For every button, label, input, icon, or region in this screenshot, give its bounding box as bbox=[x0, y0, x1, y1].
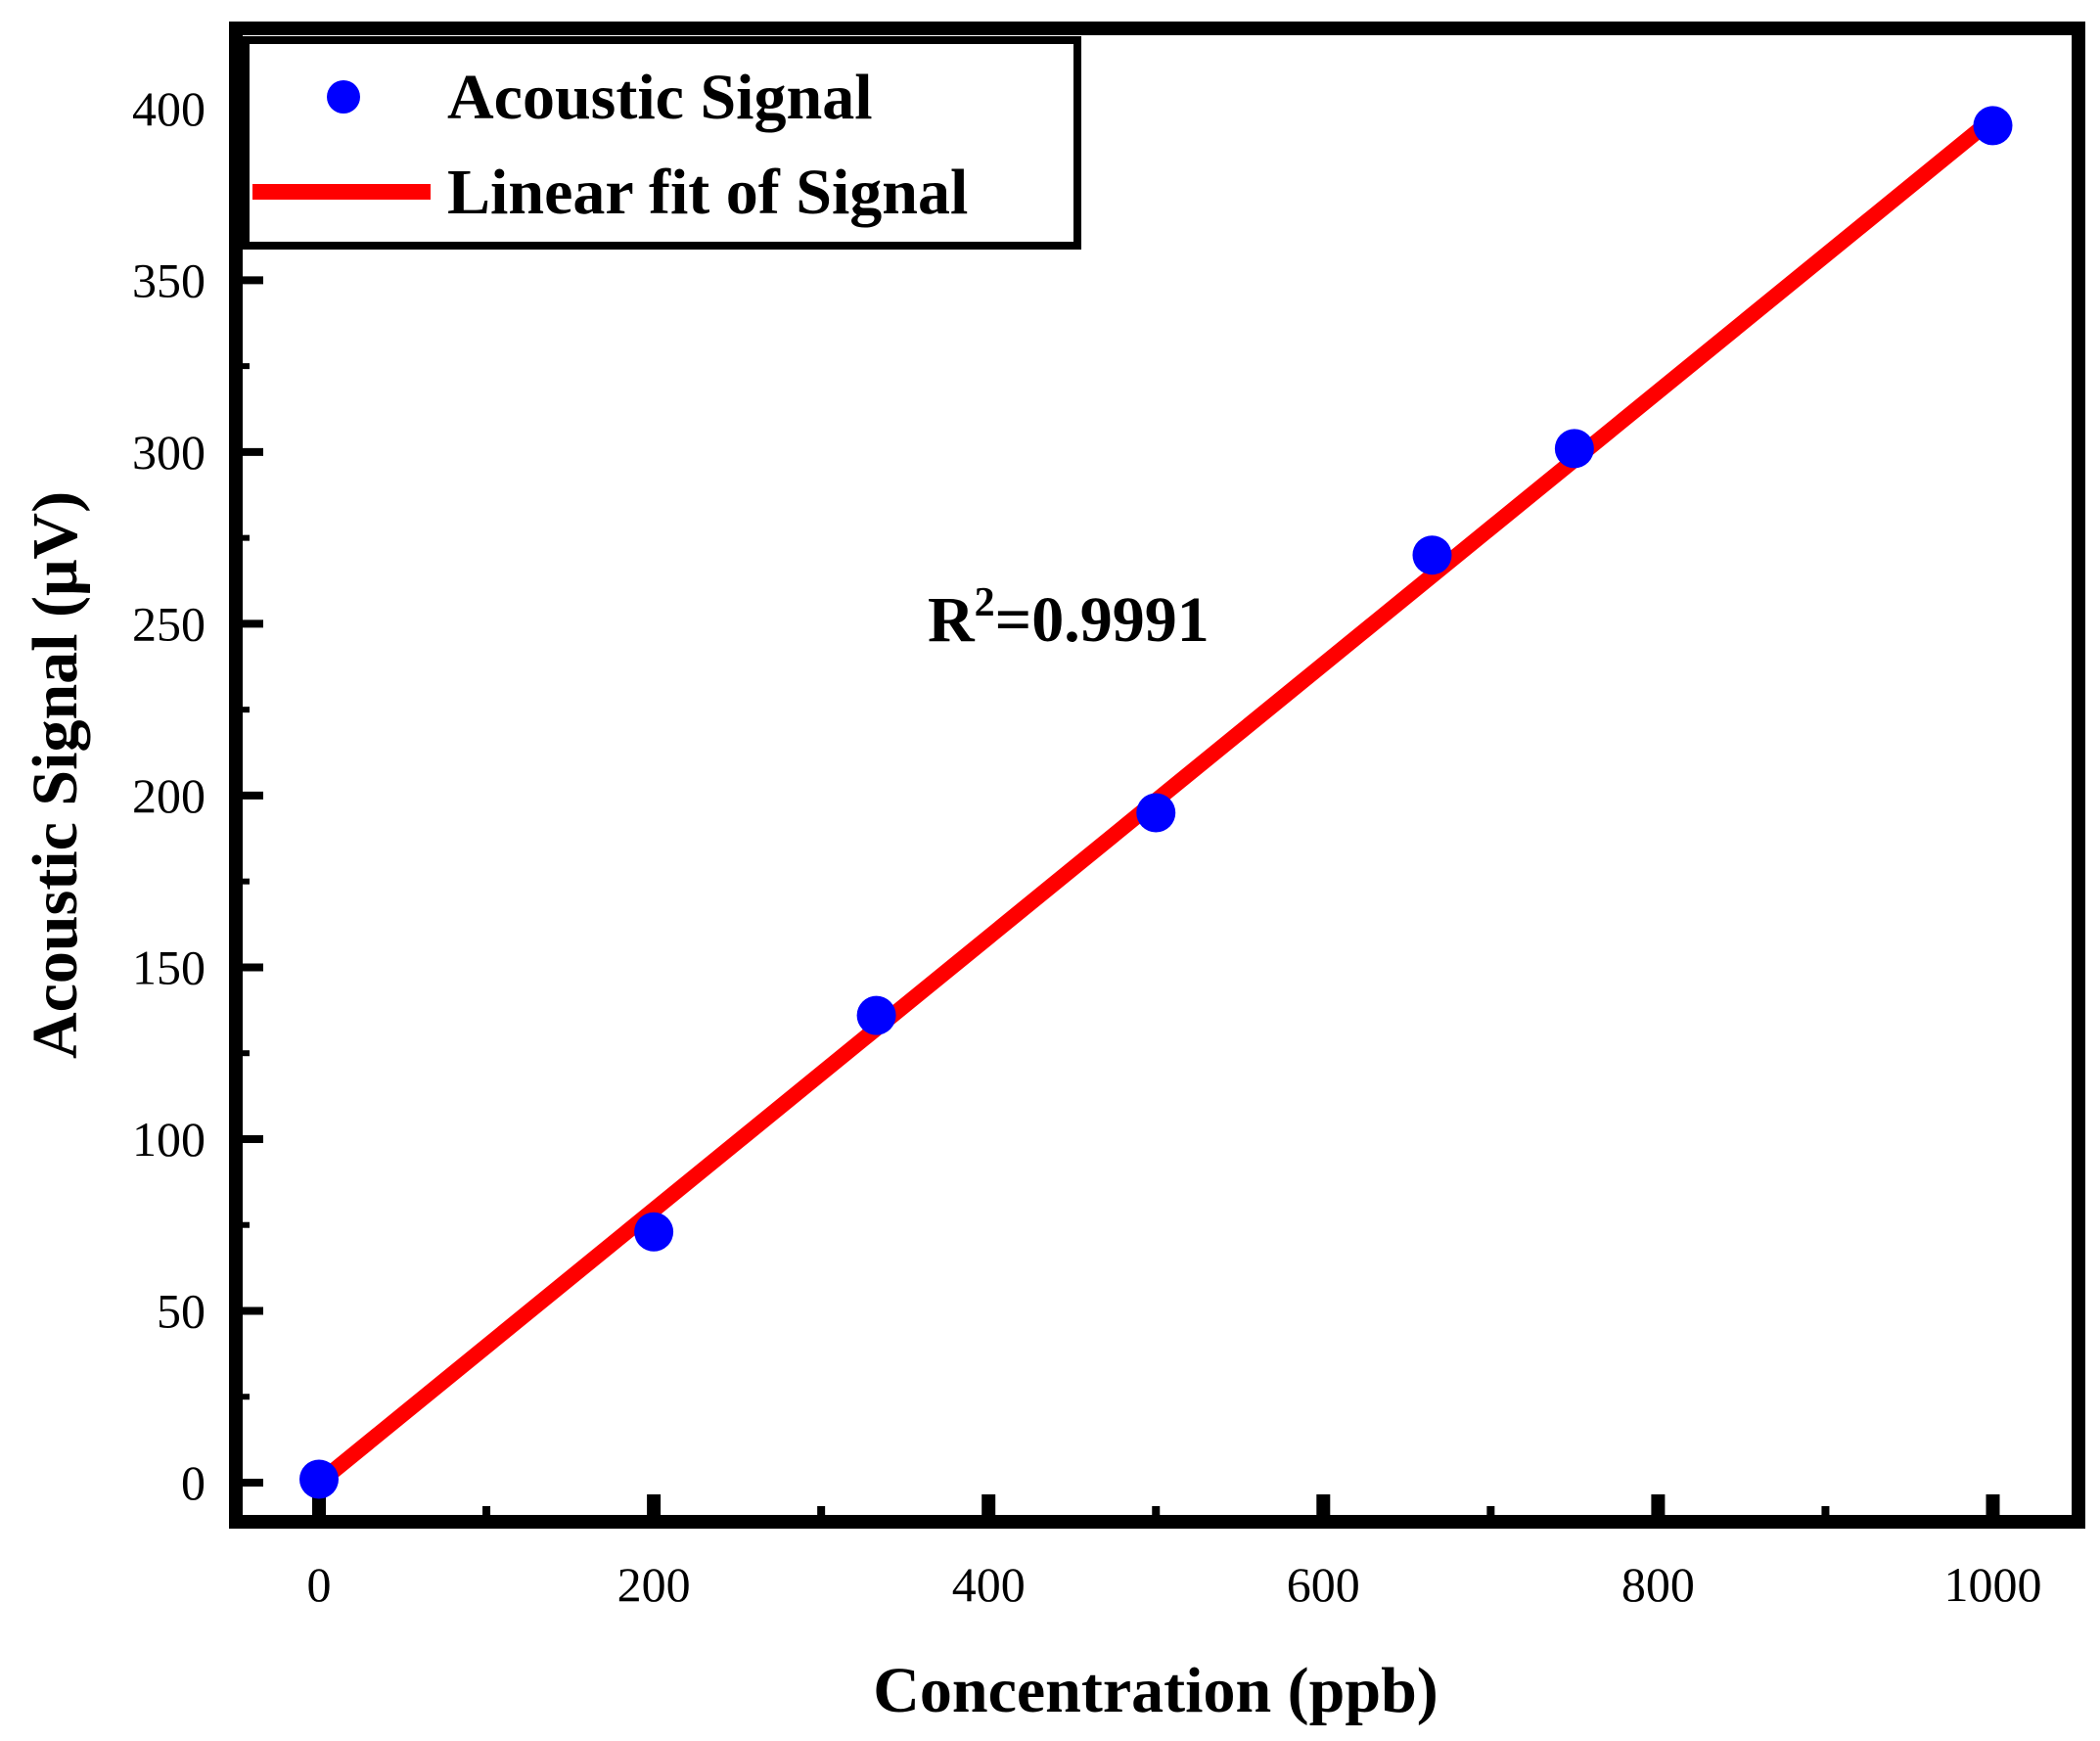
legend: Acoustic Signal Linear fit of Signal bbox=[242, 36, 1081, 250]
y-tick-label: 400 bbox=[132, 81, 205, 136]
data-point bbox=[634, 1212, 674, 1252]
x-tick-label: 800 bbox=[1621, 1557, 1695, 1612]
x-tick-label: 0 bbox=[307, 1557, 332, 1612]
legend-label-linear-fit: Linear fit of Signal bbox=[447, 157, 968, 228]
r-squared-base: R bbox=[928, 584, 976, 656]
y-tick-label: 300 bbox=[132, 425, 205, 480]
y-tick-label: 150 bbox=[132, 939, 205, 994]
plot-frame bbox=[229, 22, 2085, 1529]
y-axis-title: Acoustic Signal (μV) bbox=[20, 491, 91, 1059]
y-tick-label: 200 bbox=[132, 768, 205, 823]
data-points bbox=[299, 106, 2013, 1499]
r-squared-superscript: 2 bbox=[975, 580, 995, 625]
x-tick-label: 200 bbox=[617, 1557, 691, 1612]
r-squared-value: =0.9991 bbox=[995, 584, 1210, 656]
data-point bbox=[299, 1459, 339, 1499]
data-point bbox=[1554, 429, 1594, 469]
y-tick-label: 50 bbox=[157, 1283, 205, 1338]
data-point bbox=[1136, 793, 1176, 833]
tick-labels: 0 200 400 600 800 1000 0 50 100 150 200 250 300 350 40… bbox=[132, 81, 2042, 1612]
y-tick-label: 0 bbox=[181, 1455, 205, 1510]
r-squared-annotation: R2=0.9991 bbox=[928, 580, 1210, 656]
data-point bbox=[1973, 106, 2013, 146]
y-tick-label: 350 bbox=[132, 252, 205, 307]
data-point bbox=[856, 995, 896, 1035]
legend-box bbox=[242, 36, 1081, 250]
legend-label-acoustic-signal: Acoustic Signal bbox=[447, 62, 873, 133]
x-tick-label: 1000 bbox=[1944, 1557, 2042, 1612]
x-tick-label: 600 bbox=[1287, 1557, 1360, 1612]
x-axis-title: Concentration (ppb) bbox=[873, 1655, 1438, 1726]
data-point bbox=[1412, 535, 1452, 575]
x-tick-label: 400 bbox=[952, 1557, 1026, 1612]
y-tick-label: 250 bbox=[132, 596, 205, 651]
y-tick-label: 100 bbox=[132, 1112, 205, 1167]
legend-scatter-marker bbox=[327, 80, 360, 114]
